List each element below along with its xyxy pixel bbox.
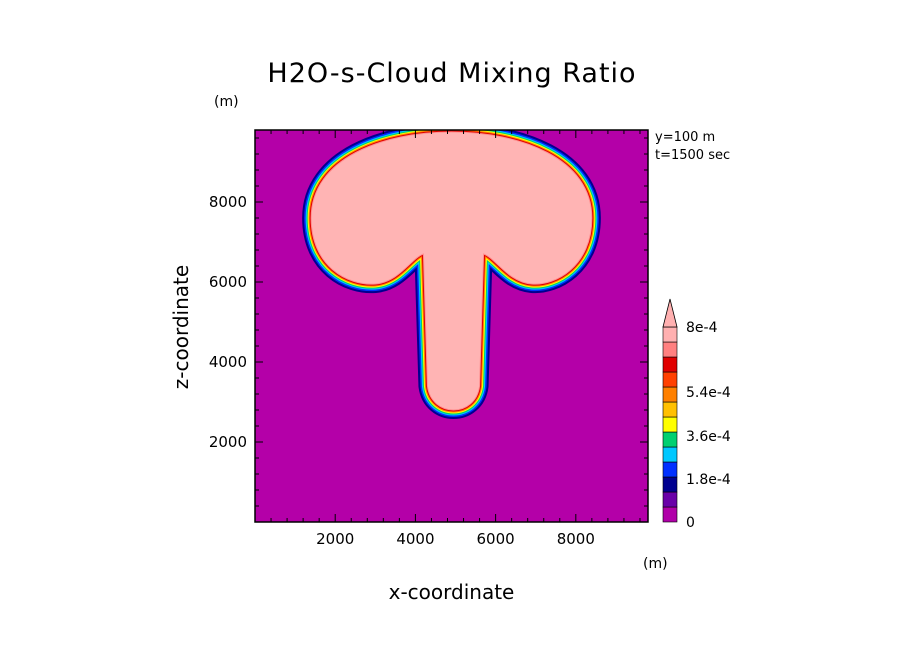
colorbar-label: 5.4e-4 <box>686 385 731 401</box>
x-axis-label: x-coordinate <box>388 580 515 604</box>
colorbar-label: 0 <box>686 515 695 531</box>
plume-core <box>310 131 593 411</box>
x-unit-label: (m) <box>643 556 668 572</box>
colorbar-swatch <box>662 326 678 343</box>
colorbar: 0 1.8e-4 3.6e-4 5.4e-4 8e-4 <box>662 298 731 531</box>
colorbar-label: 3.6e-4 <box>686 429 731 445</box>
colorbar-label: 1.8e-4 <box>686 472 731 488</box>
colorbar-label: 8e-4 <box>686 320 718 336</box>
y-tick-label: 6000 <box>209 273 247 291</box>
colorbar-swatch <box>662 401 678 418</box>
axes: 2000 4000 6000 8000 2000 4000 6000 8000 <box>209 129 649 548</box>
plot-frame <box>254 129 649 523</box>
colorbar-swatch <box>662 431 678 448</box>
x-tick-label: 2000 <box>316 530 354 548</box>
annotation-t: t=1500 sec <box>655 148 731 163</box>
colorbar-swatch <box>662 416 678 433</box>
x-tick-label: 8000 <box>557 530 595 548</box>
x-tick-label: 4000 <box>396 530 434 548</box>
z-unit-label: (m) <box>214 94 239 110</box>
colorbar-swatch <box>662 506 678 523</box>
y-tick-label: 8000 <box>209 193 247 211</box>
colorbar-swatch <box>662 371 678 388</box>
colorbar-swatch <box>662 446 678 463</box>
x-tick-label: 6000 <box>477 530 515 548</box>
colorbar-swatch <box>662 491 678 508</box>
colorbar-swatch <box>662 461 678 478</box>
colorbar-swatch <box>662 341 678 358</box>
y-tick-label: 4000 <box>209 353 247 371</box>
colorbar-swatch <box>662 356 678 373</box>
colorbar-swatch <box>662 476 678 493</box>
annotation-y: y=100 m <box>655 130 716 145</box>
chart-title: H2O-s-Cloud Mixing Ratio <box>267 58 637 89</box>
y-tick-label: 2000 <box>209 433 247 451</box>
plot-area <box>255 130 648 522</box>
colorbar-swatch <box>662 386 678 403</box>
colorbar-arrow <box>662 298 678 328</box>
